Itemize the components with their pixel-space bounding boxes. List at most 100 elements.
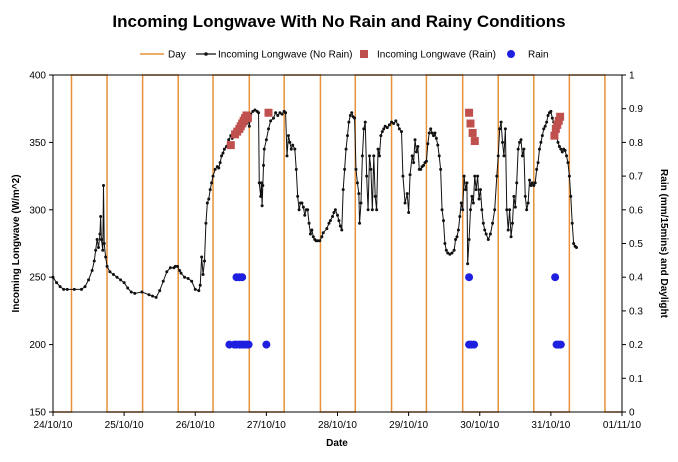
series-no-rain-point [360,154,364,158]
series-no-rain-point [503,127,507,131]
series-no-rain-point [98,232,102,236]
series-no-rain-point [569,194,573,198]
series-no-rain-point [284,111,288,115]
series-no-rain-point [102,184,105,188]
series-no-rain-point [519,138,523,142]
series-no-rain-point [203,259,206,263]
series-no-rain-point [526,201,530,205]
series-no-rain-point [523,194,527,198]
series-no-rain-point [357,192,361,196]
series-no-rain-point [410,154,414,158]
series-no-rain-point [549,109,553,113]
series-no-rain-point [452,248,456,252]
series-no-rain-point [446,251,450,255]
series-no-rain-point [358,221,362,225]
series-no-rain-point [539,140,543,144]
series-no-rain-point [175,264,179,268]
x-axis-label: Date [326,438,348,449]
series-no-rain-point [350,111,354,115]
series-no-rain-point [376,147,380,151]
series-no-rain-point [390,120,394,124]
legend-no-rain-marker [204,52,208,56]
series-no-rain-point [465,181,469,185]
series-no-rain-point [307,221,311,225]
series-no-rain-point [55,281,59,285]
series-no-rain-point [480,208,484,212]
series-no-rain-point [97,246,101,250]
series-no-rain-point [385,126,389,130]
series-no-rain-point [407,211,411,214]
series-no-rain-point [566,161,570,165]
series-rain-lw-point [551,124,560,133]
series-no-rain-point [348,113,352,117]
y-left-tick-label: 200 [29,340,46,351]
series-no-rain-point [115,275,119,279]
y-axis-right-label: Rain (mm/15mins) and Daylight [658,169,669,319]
series-no-rain-point [458,215,462,219]
series-no-rain-point [382,127,386,131]
series-no-rain-point [343,167,347,171]
series-no-rain-point [62,287,66,291]
series-rain-point [556,340,565,349]
series-no-rain-point [414,150,418,154]
series-no-rain-point [520,154,524,158]
series-no-rain-point [204,221,208,225]
series-no-rain-point [567,174,571,178]
series-no-rain-point [542,127,546,131]
series-no-rain-point [197,289,201,293]
x-tick-label: 31/10/10 [531,420,570,431]
series-no-rain-point [439,167,443,171]
series-no-rain-point [530,181,534,185]
series-no-rain-point [221,151,225,155]
series-no-rain-point [251,109,255,113]
series-no-rain-point [90,268,94,272]
plot-content [51,74,622,413]
series-no-rain-point [515,181,519,185]
series-no-rain-point [218,161,222,165]
series-no-rain-point [271,116,275,120]
series-rain-point [470,340,479,349]
series-no-rain-point [99,237,103,241]
series-no-rain-point [101,248,105,252]
series-no-rain-point [108,270,112,274]
series-no-rain-point [301,205,305,209]
series-no-rain-point [340,228,344,232]
series-no-rain-point [510,221,514,225]
series-no-rain-point [327,221,331,225]
series-no-rain-point [401,174,405,178]
series-no-rain-point [104,255,108,259]
series-no-rain-point [477,197,481,201]
series-no-rain-point [396,123,400,127]
series-no-rain-point [151,294,155,298]
series-no-rain-point [491,221,495,225]
series-no-rain-point [92,259,96,263]
series-no-rain-point [65,287,69,291]
y-right-tick-label: 0.5 [629,239,643,250]
y-right-tick-label: 0.8 [629,138,643,149]
series-rain-point [238,273,247,282]
series-no-rain-point [311,235,315,239]
series-no-rain-point [321,231,325,235]
legend-rain-marker [507,50,515,58]
series-no-rain-point [269,119,273,123]
series-no-rain-point [201,273,205,276]
series-no-rain-point [210,181,214,185]
series-no-rain-point [444,248,448,252]
series-no-rain-point [440,208,444,212]
series-no-rain-point [383,124,387,128]
series-no-rain-point [459,201,463,205]
series-no-rain-point [430,131,434,135]
series-no-rain-point [413,138,417,142]
series-no-rain-point [354,167,358,171]
series-no-rain-point [432,134,436,138]
series-no-rain-point [291,143,295,147]
series-no-rain-point [126,286,130,290]
series-rain-lw-point [465,108,474,117]
series-no-rain-point [437,154,441,158]
series-no-rain-point [205,201,209,205]
series-no-rain-point [336,213,339,217]
x-tick-label: 30/10/10 [460,420,499,431]
series-no-rain-point [474,188,478,192]
series-no-rain-point [366,208,370,212]
series-no-rain-point [168,266,172,270]
